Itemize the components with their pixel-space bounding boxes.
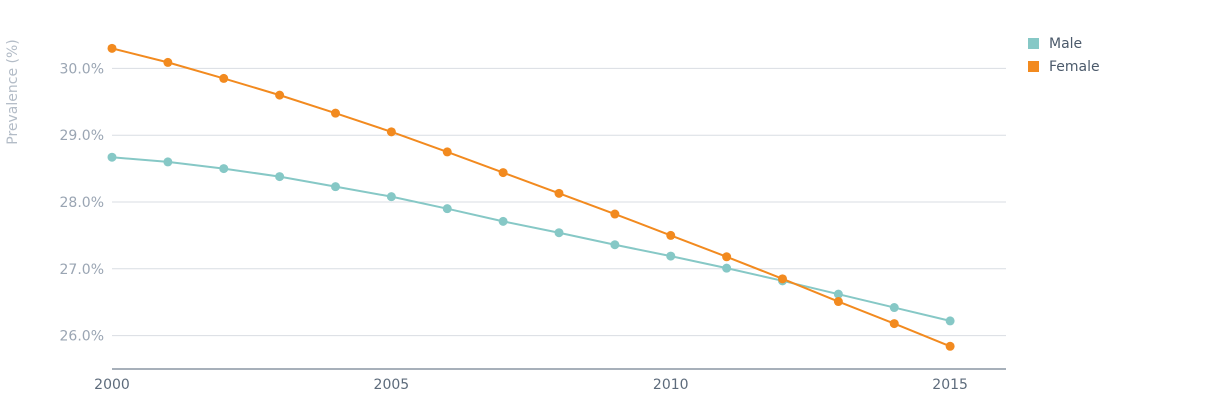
data-point-female [554, 188, 564, 198]
data-point-female [945, 341, 955, 351]
data-point-female [778, 274, 787, 284]
legend-item-male[interactable]: Male [1028, 32, 1100, 55]
legend-label-female: Female [1049, 58, 1100, 75]
data-point-male [610, 240, 620, 250]
x-axis-ticks: 2000 2005 2010 2015 [94, 377, 968, 393]
data-point-female [386, 127, 396, 137]
y-tick-label: 28.0% [60, 195, 104, 211]
y-tick-label: 27.0% [60, 262, 104, 278]
data-point-female [889, 319, 899, 329]
data-point-female [331, 108, 340, 118]
legend-swatch-female [1028, 61, 1039, 72]
data-point-female [107, 43, 117, 53]
data-point-male [442, 204, 452, 214]
series-line-female [111, 47, 951, 348]
data-point-female [219, 73, 229, 83]
legend-label-male: Male [1049, 35, 1083, 52]
x-tick-label: 2005 [374, 377, 410, 393]
data-point-male [554, 228, 564, 238]
data-point-male [498, 216, 508, 226]
data-point-female [666, 230, 676, 240]
y-tick-label: 30.0% [60, 61, 104, 77]
y-axis-label: Prevalence (%) [5, 39, 21, 145]
legend-item-female[interactable]: Female [1028, 55, 1100, 78]
y-tick-label: 26.0% [60, 329, 104, 345]
data-point-female [722, 252, 732, 262]
series-line-male [111, 156, 951, 322]
y-axis-ticks: 26.0% 27.0% 28.0% 29.0% 30.0% [60, 61, 104, 344]
series-lines [107, 43, 955, 351]
data-point-male [219, 164, 229, 174]
line-chart: 26.0% 27.0% 28.0% 29.0% 30.0% Prevalence (%)… [5, 39, 1006, 393]
data-point-male [107, 152, 117, 162]
gridlines [112, 67, 1006, 337]
x-tick-label: 2010 [653, 377, 689, 393]
data-point-male [331, 182, 340, 192]
data-point-male [889, 303, 899, 313]
data-point-male [386, 192, 396, 202]
data-point-male [833, 289, 843, 299]
data-point-female [442, 147, 452, 157]
x-tick-label: 2000 [94, 377, 130, 393]
data-point-male [666, 251, 676, 261]
data-point-female [275, 90, 285, 100]
data-point-male [722, 263, 732, 273]
data-point-male [945, 316, 955, 326]
x-tick-label: 2015 [932, 377, 968, 393]
data-point-male [163, 157, 173, 167]
data-point-female [833, 297, 843, 307]
data-point-male [275, 172, 285, 182]
legend: Male Female [1028, 32, 1100, 78]
data-point-female [610, 209, 620, 219]
data-point-female [498, 168, 508, 178]
legend-swatch-male [1028, 38, 1039, 49]
y-tick-label: 29.0% [60, 128, 104, 144]
data-point-female [163, 57, 173, 67]
